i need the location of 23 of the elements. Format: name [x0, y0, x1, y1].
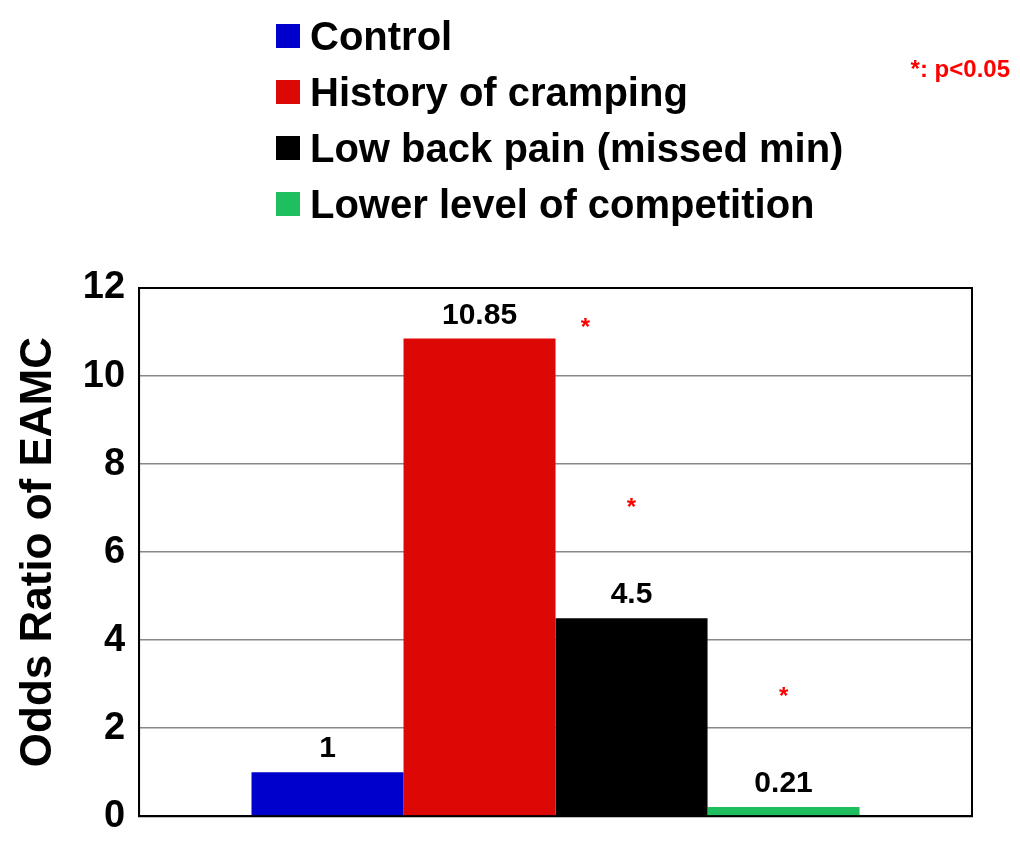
annotation: * — [778, 681, 789, 709]
y-tick-label: 6 — [103, 528, 126, 571]
data-label: 10.85 — [441, 296, 518, 330]
data-label: 4.5 — [610, 576, 653, 610]
data-label: 1 — [319, 730, 336, 764]
y-tick-label: 4 — [103, 616, 126, 659]
legend-label: History of cramping — [310, 69, 688, 115]
y-tick-label: 8 — [103, 440, 126, 483]
legend-label: Low back pain (missed min) — [310, 125, 844, 171]
annotation: * — [626, 492, 637, 520]
text: *: p<0.05 — [910, 54, 1010, 82]
bar — [707, 806, 860, 816]
bar — [251, 772, 404, 816]
y-tick-label: 12 — [82, 264, 126, 307]
legend-label: Lower level of competition — [310, 181, 815, 227]
y-tick-label: 10 — [82, 352, 126, 395]
y-axis-title: Odds Ratio of EAMC — [10, 337, 60, 768]
legend-label: Control — [310, 13, 453, 59]
y-tick-label: 0 — [103, 792, 126, 835]
y-tick-label: 2 — [103, 704, 126, 747]
data-label: 0.21 — [754, 765, 813, 799]
annotation: * — [580, 313, 591, 341]
bar — [403, 338, 556, 816]
